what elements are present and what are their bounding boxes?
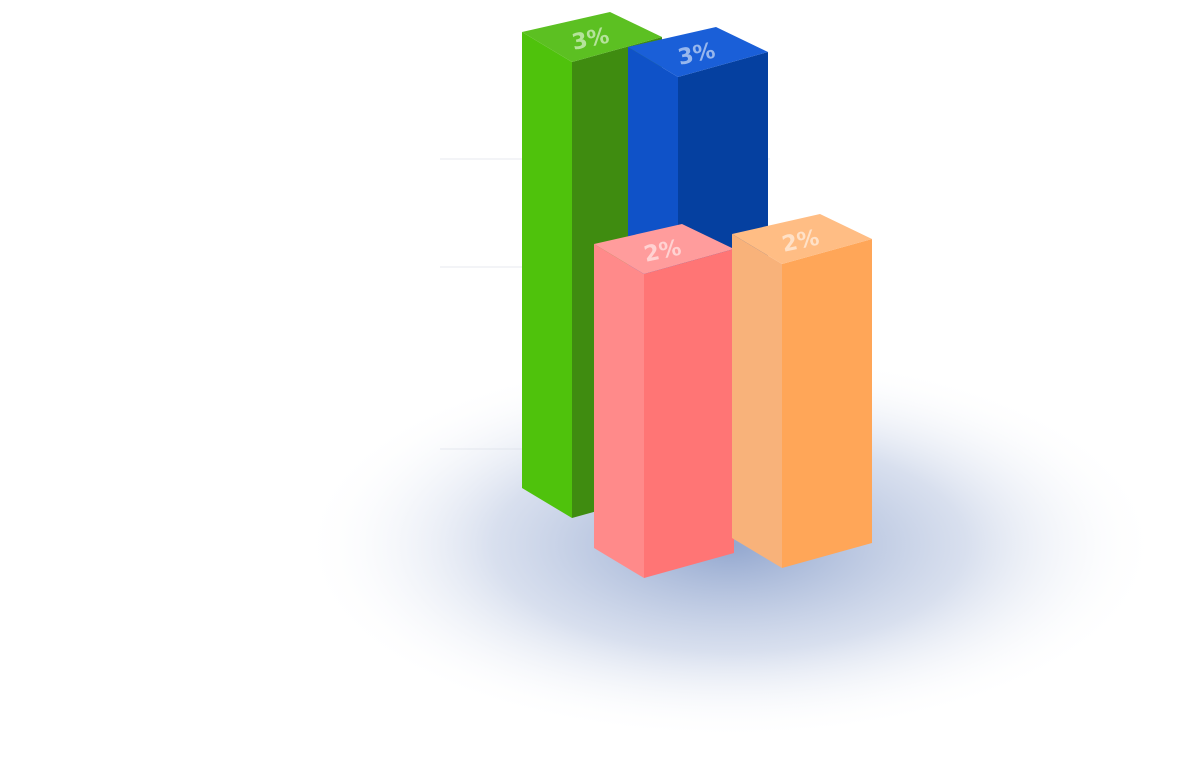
bar-right-face <box>782 239 872 568</box>
bar-top-face <box>628 27 768 77</box>
bar-left-face <box>732 234 782 568</box>
bar-left-face <box>522 32 572 518</box>
bar: 2% <box>732 214 872 568</box>
bar-right-face <box>644 249 734 578</box>
bar-top-face <box>594 224 734 274</box>
bar-top-face <box>522 12 662 62</box>
bar-left-face <box>594 244 644 578</box>
bar: 2% <box>594 224 734 578</box>
bars: 3% 3%2% 2% <box>522 12 872 578</box>
bar-top-face <box>732 214 872 264</box>
